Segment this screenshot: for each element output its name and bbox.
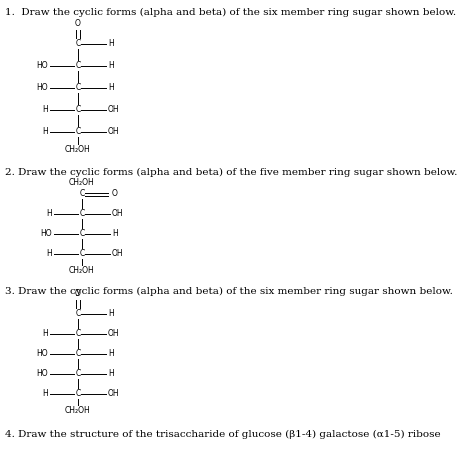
Text: OH: OH xyxy=(108,127,119,137)
Text: OH: OH xyxy=(108,330,119,338)
Text: C: C xyxy=(75,330,81,338)
Text: OH: OH xyxy=(112,250,124,258)
Text: HO: HO xyxy=(36,369,48,378)
Text: O: O xyxy=(75,19,81,28)
Text: H: H xyxy=(42,106,48,114)
Text: 1.  Draw the cyclic forms (alpha and beta) of the six member ring sugar shown be: 1. Draw the cyclic forms (alpha and beta… xyxy=(5,8,456,17)
Text: O: O xyxy=(75,289,81,298)
Text: O: O xyxy=(112,189,118,199)
Text: C: C xyxy=(79,189,85,199)
Text: C: C xyxy=(79,250,85,258)
Text: H: H xyxy=(108,369,114,378)
Text: CH₂OH: CH₂OH xyxy=(65,145,91,154)
Text: 4. Draw the structure of the trisaccharide of glucose (β1-4) galactose (α1-5) ri: 4. Draw the structure of the trisacchari… xyxy=(5,430,441,439)
Text: 2. Draw the cyclic forms (alpha and beta) of the five member ring sugar shown be: 2. Draw the cyclic forms (alpha and beta… xyxy=(5,168,457,177)
Text: CH₂OH: CH₂OH xyxy=(65,406,91,415)
Text: H: H xyxy=(108,62,114,70)
Text: H: H xyxy=(112,230,118,238)
Text: C: C xyxy=(75,350,81,358)
Text: H: H xyxy=(46,209,52,219)
Text: H: H xyxy=(42,389,48,399)
Text: HO: HO xyxy=(36,83,48,93)
Text: C: C xyxy=(75,62,81,70)
Text: C: C xyxy=(75,389,81,399)
Text: C: C xyxy=(75,106,81,114)
Text: H: H xyxy=(108,39,114,49)
Text: CH₂OH: CH₂OH xyxy=(69,266,95,275)
Text: OH: OH xyxy=(108,106,119,114)
Text: HO: HO xyxy=(40,230,52,238)
Text: H: H xyxy=(46,250,52,258)
Text: 3. Draw the cyclic forms (alpha and beta) of the six member ring sugar shown bel: 3. Draw the cyclic forms (alpha and beta… xyxy=(5,287,453,296)
Text: HO: HO xyxy=(36,62,48,70)
Text: OH: OH xyxy=(112,209,124,219)
Text: CH₂OH: CH₂OH xyxy=(69,178,95,187)
Text: C: C xyxy=(75,39,81,49)
Text: H: H xyxy=(108,350,114,358)
Text: H: H xyxy=(42,127,48,137)
Text: H: H xyxy=(108,83,114,93)
Text: C: C xyxy=(75,83,81,93)
Text: H: H xyxy=(108,309,114,319)
Text: HO: HO xyxy=(36,350,48,358)
Text: C: C xyxy=(75,369,81,378)
Text: C: C xyxy=(75,127,81,137)
Text: H: H xyxy=(42,330,48,338)
Text: C: C xyxy=(79,230,85,238)
Text: OH: OH xyxy=(108,389,119,399)
Text: C: C xyxy=(79,209,85,219)
Text: C: C xyxy=(75,309,81,319)
